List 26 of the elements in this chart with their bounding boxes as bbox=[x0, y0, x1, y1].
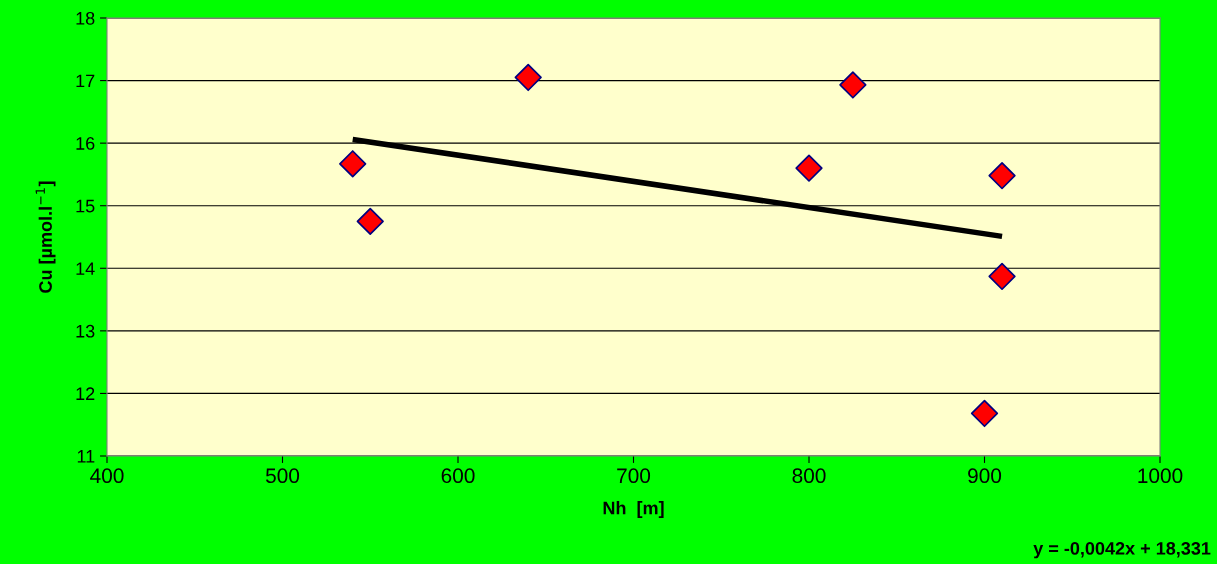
y-tick-label: 18 bbox=[76, 11, 95, 25]
text: y = -0,0042x + 18,331 bbox=[1033, 542, 1211, 559]
y-axis-title: Cu [µmol.l$^{−1}$] bbox=[35, 181, 56, 293]
x-tick-label: 400 bbox=[90, 468, 124, 484]
point bbox=[795, 154, 823, 182]
point bbox=[356, 207, 384, 235]
x-tick-label: 900 bbox=[968, 468, 1002, 484]
x-tick-label: 700 bbox=[617, 468, 651, 484]
point bbox=[514, 63, 542, 92]
x-axis-title: Nh [m] bbox=[603, 501, 664, 518]
y-tick-label: 13 bbox=[76, 324, 95, 338]
point bbox=[839, 71, 867, 99]
point bbox=[339, 150, 367, 178]
y-tick-label: 11 bbox=[77, 450, 95, 463]
x-tick-label: 800 bbox=[792, 468, 826, 484]
point bbox=[988, 162, 1016, 190]
x-tick-label: 1000 bbox=[1138, 468, 1183, 484]
y-tick-label: 16 bbox=[76, 137, 95, 150]
y-tick-label: 12 bbox=[76, 387, 95, 400]
x-tick-label: 600 bbox=[441, 468, 475, 484]
point bbox=[988, 262, 1016, 291]
y-tick-label: 15 bbox=[76, 199, 95, 213]
x-tick-label: 500 bbox=[265, 468, 300, 484]
y-tick-label: 14 bbox=[76, 262, 95, 275]
y-tick-label: 17 bbox=[76, 74, 95, 88]
point bbox=[970, 399, 999, 428]
